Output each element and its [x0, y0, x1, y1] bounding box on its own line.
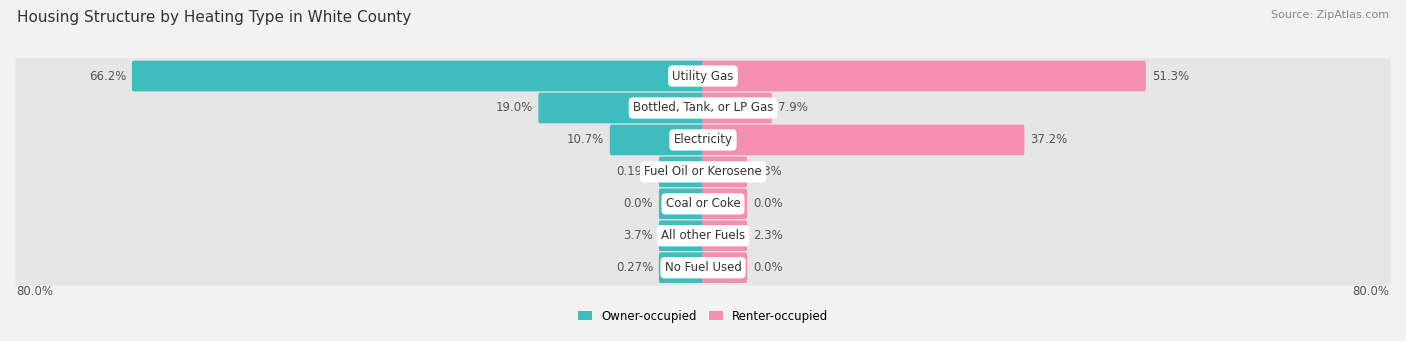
FancyBboxPatch shape	[702, 93, 772, 123]
FancyBboxPatch shape	[659, 189, 704, 219]
Text: 0.19%: 0.19%	[616, 165, 652, 178]
FancyBboxPatch shape	[659, 220, 704, 251]
Text: 10.7%: 10.7%	[567, 133, 605, 146]
Text: Bottled, Tank, or LP Gas: Bottled, Tank, or LP Gas	[633, 102, 773, 115]
FancyBboxPatch shape	[15, 154, 1391, 190]
FancyBboxPatch shape	[15, 90, 1391, 126]
FancyBboxPatch shape	[132, 61, 704, 91]
FancyBboxPatch shape	[15, 186, 1391, 222]
Text: 80.0%: 80.0%	[1353, 285, 1389, 298]
Text: 0.27%: 0.27%	[616, 261, 652, 274]
FancyBboxPatch shape	[15, 218, 1391, 254]
FancyBboxPatch shape	[538, 93, 704, 123]
Text: 3.7%: 3.7%	[623, 229, 652, 242]
Text: 66.2%: 66.2%	[89, 70, 127, 83]
Text: Source: ZipAtlas.com: Source: ZipAtlas.com	[1271, 10, 1389, 20]
Text: 51.3%: 51.3%	[1152, 70, 1189, 83]
Text: 7.9%: 7.9%	[778, 102, 808, 115]
FancyBboxPatch shape	[702, 189, 747, 219]
Text: 19.0%: 19.0%	[495, 102, 533, 115]
Text: No Fuel Used: No Fuel Used	[665, 261, 741, 274]
Text: Coal or Coke: Coal or Coke	[665, 197, 741, 210]
FancyBboxPatch shape	[702, 124, 1025, 155]
Text: 37.2%: 37.2%	[1031, 133, 1067, 146]
FancyBboxPatch shape	[15, 250, 1391, 286]
Legend: Owner-occupied, Renter-occupied: Owner-occupied, Renter-occupied	[572, 305, 834, 328]
FancyBboxPatch shape	[702, 157, 747, 187]
Text: 2.3%: 2.3%	[754, 229, 783, 242]
FancyBboxPatch shape	[610, 124, 704, 155]
FancyBboxPatch shape	[659, 252, 704, 283]
FancyBboxPatch shape	[702, 252, 747, 283]
Text: Electricity: Electricity	[673, 133, 733, 146]
Text: 0.0%: 0.0%	[754, 197, 783, 210]
Text: All other Fuels: All other Fuels	[661, 229, 745, 242]
Text: Utility Gas: Utility Gas	[672, 70, 734, 83]
Text: Housing Structure by Heating Type in White County: Housing Structure by Heating Type in Whi…	[17, 10, 411, 25]
Text: 0.0%: 0.0%	[623, 197, 652, 210]
FancyBboxPatch shape	[15, 58, 1391, 94]
Text: 0.0%: 0.0%	[754, 261, 783, 274]
FancyBboxPatch shape	[659, 157, 704, 187]
FancyBboxPatch shape	[15, 122, 1391, 158]
FancyBboxPatch shape	[702, 61, 1146, 91]
Text: 80.0%: 80.0%	[17, 285, 53, 298]
FancyBboxPatch shape	[702, 220, 747, 251]
Text: Fuel Oil or Kerosene: Fuel Oil or Kerosene	[644, 165, 762, 178]
Text: 1.3%: 1.3%	[754, 165, 783, 178]
